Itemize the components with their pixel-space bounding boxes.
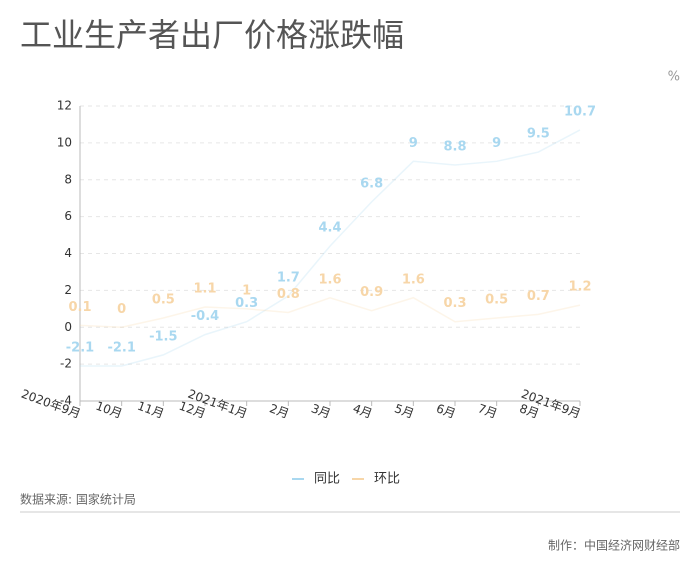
chart-title: 工业生产者出厂价格涨跌幅 bbox=[20, 16, 404, 54]
x-tick-label: 2020年9月 bbox=[19, 387, 82, 421]
x-tick-label: 2月 bbox=[268, 401, 291, 421]
data-label: 1.2 bbox=[568, 280, 591, 295]
data-label: 0.5 bbox=[152, 293, 175, 308]
data-label: 0.1 bbox=[68, 300, 91, 315]
y-tick-label: -4 bbox=[60, 394, 72, 408]
data-label: -1.5 bbox=[149, 329, 177, 344]
data-label: 4.4 bbox=[318, 221, 341, 236]
y-tick-label: -2 bbox=[60, 357, 72, 371]
x-tick-label: 11月 bbox=[135, 399, 165, 421]
data-label: 0.7 bbox=[527, 289, 550, 304]
legend-label: 同比 bbox=[314, 472, 340, 487]
x-tick-label: 8月 bbox=[518, 401, 541, 421]
series-line bbox=[79, 296, 581, 329]
data-label: -2.1 bbox=[107, 340, 135, 355]
y-tick-label: 6 bbox=[64, 209, 72, 223]
data-label: 0.3 bbox=[443, 296, 466, 311]
data-label: 0.9 bbox=[360, 285, 383, 300]
data-label: 1.1 bbox=[193, 281, 216, 296]
x-tick-label: 6月 bbox=[434, 401, 457, 421]
data-label: 9.5 bbox=[527, 127, 550, 142]
y-tick-label: 8 bbox=[64, 172, 72, 186]
series-line bbox=[80, 129, 581, 367]
y-tick-label: 12 bbox=[57, 99, 72, 113]
data-label: 8.8 bbox=[443, 140, 466, 155]
data-label: 0.5 bbox=[485, 293, 508, 308]
data-label: 1.6 bbox=[318, 272, 341, 287]
data-label: 0.3 bbox=[235, 296, 258, 311]
data-label: 1 bbox=[242, 283, 251, 298]
source: 数据来源: 国家统计局 bbox=[20, 492, 136, 507]
data-label: 1.7 bbox=[277, 270, 300, 285]
data-label: 6.8 bbox=[360, 176, 383, 191]
data-label: -2.1 bbox=[66, 340, 94, 355]
x-tick-label: 5月 bbox=[393, 401, 416, 421]
credit: 制作：中国经济网财经部 bbox=[548, 538, 680, 553]
y-tick-label: 2 bbox=[64, 283, 72, 297]
data-label: 0 bbox=[117, 302, 126, 317]
x-tick-label: 10月 bbox=[94, 399, 124, 421]
x-tick-label: 4月 bbox=[351, 401, 374, 421]
legend-label: 环比 bbox=[374, 472, 400, 487]
y-tick-label: 4 bbox=[64, 246, 72, 260]
data-label: 10.7 bbox=[564, 104, 596, 119]
y-tick-label: 0 bbox=[64, 320, 72, 334]
y-tick-label: 10 bbox=[57, 135, 72, 149]
data-label: 1.6 bbox=[402, 272, 425, 287]
data-label: -0.4 bbox=[191, 309, 219, 324]
x-tick-label: 3月 bbox=[309, 401, 332, 421]
data-label: 9 bbox=[492, 136, 501, 151]
y-unit: % bbox=[668, 70, 680, 85]
x-tick-label: 7月 bbox=[476, 401, 499, 421]
data-label: 9 bbox=[409, 136, 418, 151]
data-label: 0.8 bbox=[277, 287, 300, 302]
